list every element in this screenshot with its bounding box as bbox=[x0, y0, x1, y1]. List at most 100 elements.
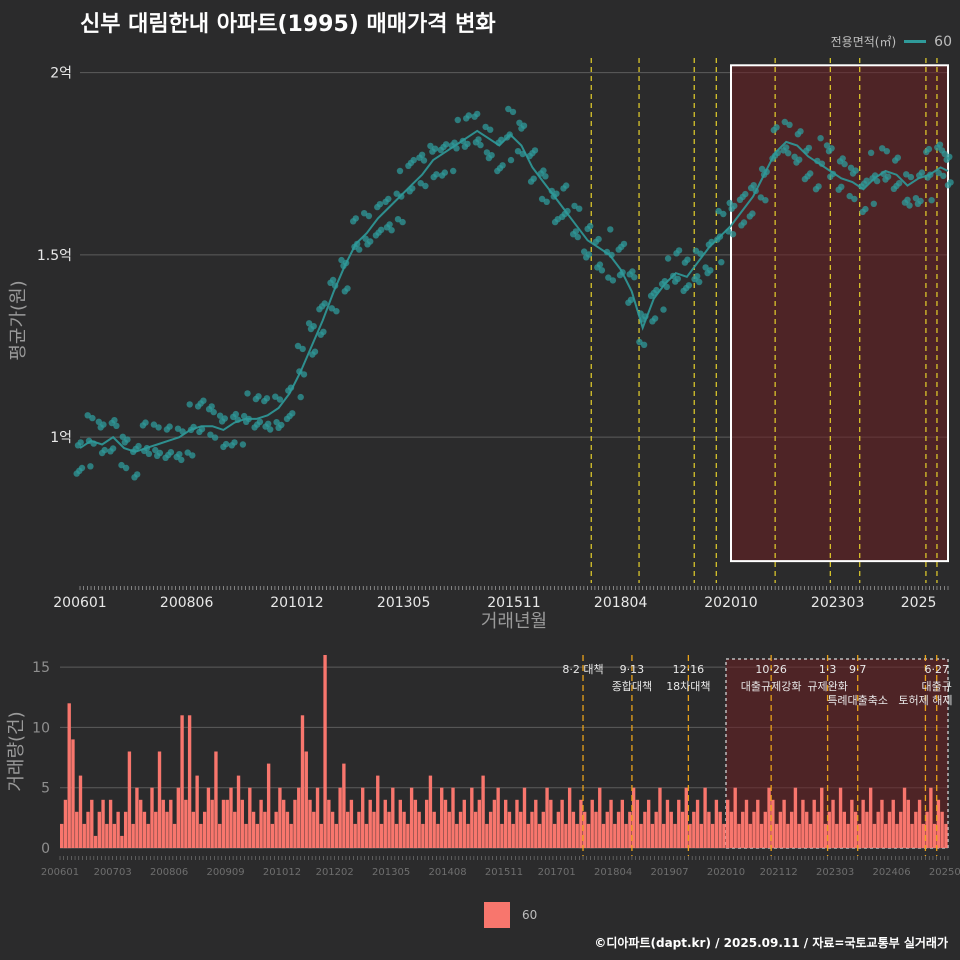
price-point bbox=[694, 273, 701, 280]
price-point bbox=[918, 169, 926, 176]
price-point bbox=[661, 278, 668, 285]
volume-bar bbox=[443, 799, 448, 849]
price-point bbox=[176, 451, 183, 458]
legend-line-swatch bbox=[904, 40, 927, 43]
price-point bbox=[884, 173, 892, 180]
volume-bar bbox=[368, 799, 372, 849]
volume-bar bbox=[349, 799, 354, 849]
price-point bbox=[135, 442, 142, 450]
price-point bbox=[207, 431, 214, 438]
volume-bar bbox=[455, 823, 459, 848]
volume-bar bbox=[78, 775, 83, 848]
volume-bar bbox=[729, 811, 734, 848]
volume-bar bbox=[680, 811, 685, 848]
volume-y-tick-label: 5 bbox=[41, 781, 50, 797]
volume-bar bbox=[436, 823, 440, 848]
price-point bbox=[574, 233, 581, 241]
volume-bar bbox=[270, 823, 275, 848]
volume-bar bbox=[748, 823, 752, 848]
price-point bbox=[297, 393, 304, 401]
price-x-tick-label: 200806 bbox=[160, 595, 214, 611]
price-point bbox=[947, 179, 954, 186]
price-point bbox=[903, 171, 910, 178]
price-point bbox=[398, 193, 405, 200]
volume-bar bbox=[545, 787, 549, 848]
volume-bar bbox=[522, 787, 527, 848]
price-point bbox=[488, 152, 495, 159]
volume-bar bbox=[797, 823, 801, 848]
volume-bar bbox=[887, 811, 892, 848]
legend-bottom: 60 bbox=[484, 902, 537, 928]
volume-bar bbox=[917, 799, 922, 849]
price-point bbox=[255, 393, 262, 400]
price-point bbox=[354, 240, 361, 248]
volume-bar bbox=[688, 823, 692, 848]
volume-bar bbox=[492, 799, 497, 849]
volume-bar bbox=[929, 787, 933, 848]
volume-bar bbox=[432, 811, 436, 848]
price-point bbox=[880, 170, 887, 178]
price-point bbox=[234, 416, 241, 423]
volume-bar bbox=[379, 823, 384, 848]
price-point bbox=[263, 395, 271, 402]
volume-bar bbox=[646, 799, 651, 849]
price-point bbox=[507, 156, 515, 164]
volume-bar bbox=[838, 787, 843, 848]
volume-bar bbox=[67, 703, 71, 849]
volume-bar bbox=[718, 811, 722, 848]
volume-bar bbox=[112, 823, 117, 848]
price-point bbox=[725, 228, 732, 235]
volume-bar bbox=[846, 823, 850, 848]
price-point bbox=[758, 165, 766, 173]
volume-bar bbox=[575, 823, 579, 848]
volume-bar bbox=[82, 823, 86, 848]
price-point bbox=[941, 150, 948, 158]
volume-bar bbox=[511, 823, 515, 848]
volume-bar bbox=[534, 799, 538, 849]
volume-x-tick-label: 201012 bbox=[263, 867, 301, 878]
policy-label-date: 9·13 bbox=[620, 663, 645, 676]
price-point bbox=[410, 156, 417, 164]
price-point bbox=[150, 421, 158, 428]
price-point bbox=[912, 195, 920, 202]
price-point bbox=[113, 422, 120, 429]
volume-bar bbox=[172, 823, 177, 848]
price-point bbox=[660, 306, 667, 313]
volume-bar bbox=[789, 811, 794, 848]
volume-bar bbox=[146, 823, 150, 848]
volume-bar bbox=[932, 823, 937, 848]
volume-bar bbox=[470, 787, 474, 848]
price-point bbox=[548, 187, 555, 195]
price-point bbox=[122, 464, 130, 472]
price-point bbox=[839, 155, 846, 162]
price-point bbox=[321, 300, 328, 307]
price-point bbox=[740, 219, 748, 226]
price-point bbox=[265, 420, 272, 427]
volume-bar bbox=[884, 823, 888, 848]
price-point bbox=[684, 256, 691, 263]
volume-bar bbox=[695, 799, 700, 849]
volume-bar bbox=[308, 799, 312, 849]
volume-bar bbox=[300, 715, 305, 848]
price-x-tick-label: 201012 bbox=[270, 595, 323, 611]
volume-bar bbox=[910, 823, 914, 848]
price-point bbox=[95, 418, 103, 425]
volume-bar bbox=[677, 799, 681, 849]
volume-bar bbox=[206, 787, 211, 848]
price-point bbox=[627, 296, 635, 303]
price-point bbox=[365, 212, 373, 220]
volume-bar bbox=[372, 811, 376, 848]
price-point bbox=[142, 419, 149, 426]
volume-bar bbox=[413, 799, 418, 849]
price-point bbox=[320, 328, 327, 335]
volume-bar bbox=[248, 787, 252, 848]
price-point bbox=[516, 119, 523, 127]
price-point bbox=[84, 412, 91, 419]
volume-bar bbox=[567, 787, 572, 848]
volume-x-tick-label: 201907 bbox=[650, 867, 688, 878]
volume-bar bbox=[827, 811, 831, 848]
volume-bar bbox=[440, 787, 444, 848]
volume-bar bbox=[639, 823, 643, 848]
volume-bar bbox=[394, 823, 399, 848]
price-point bbox=[629, 268, 636, 275]
